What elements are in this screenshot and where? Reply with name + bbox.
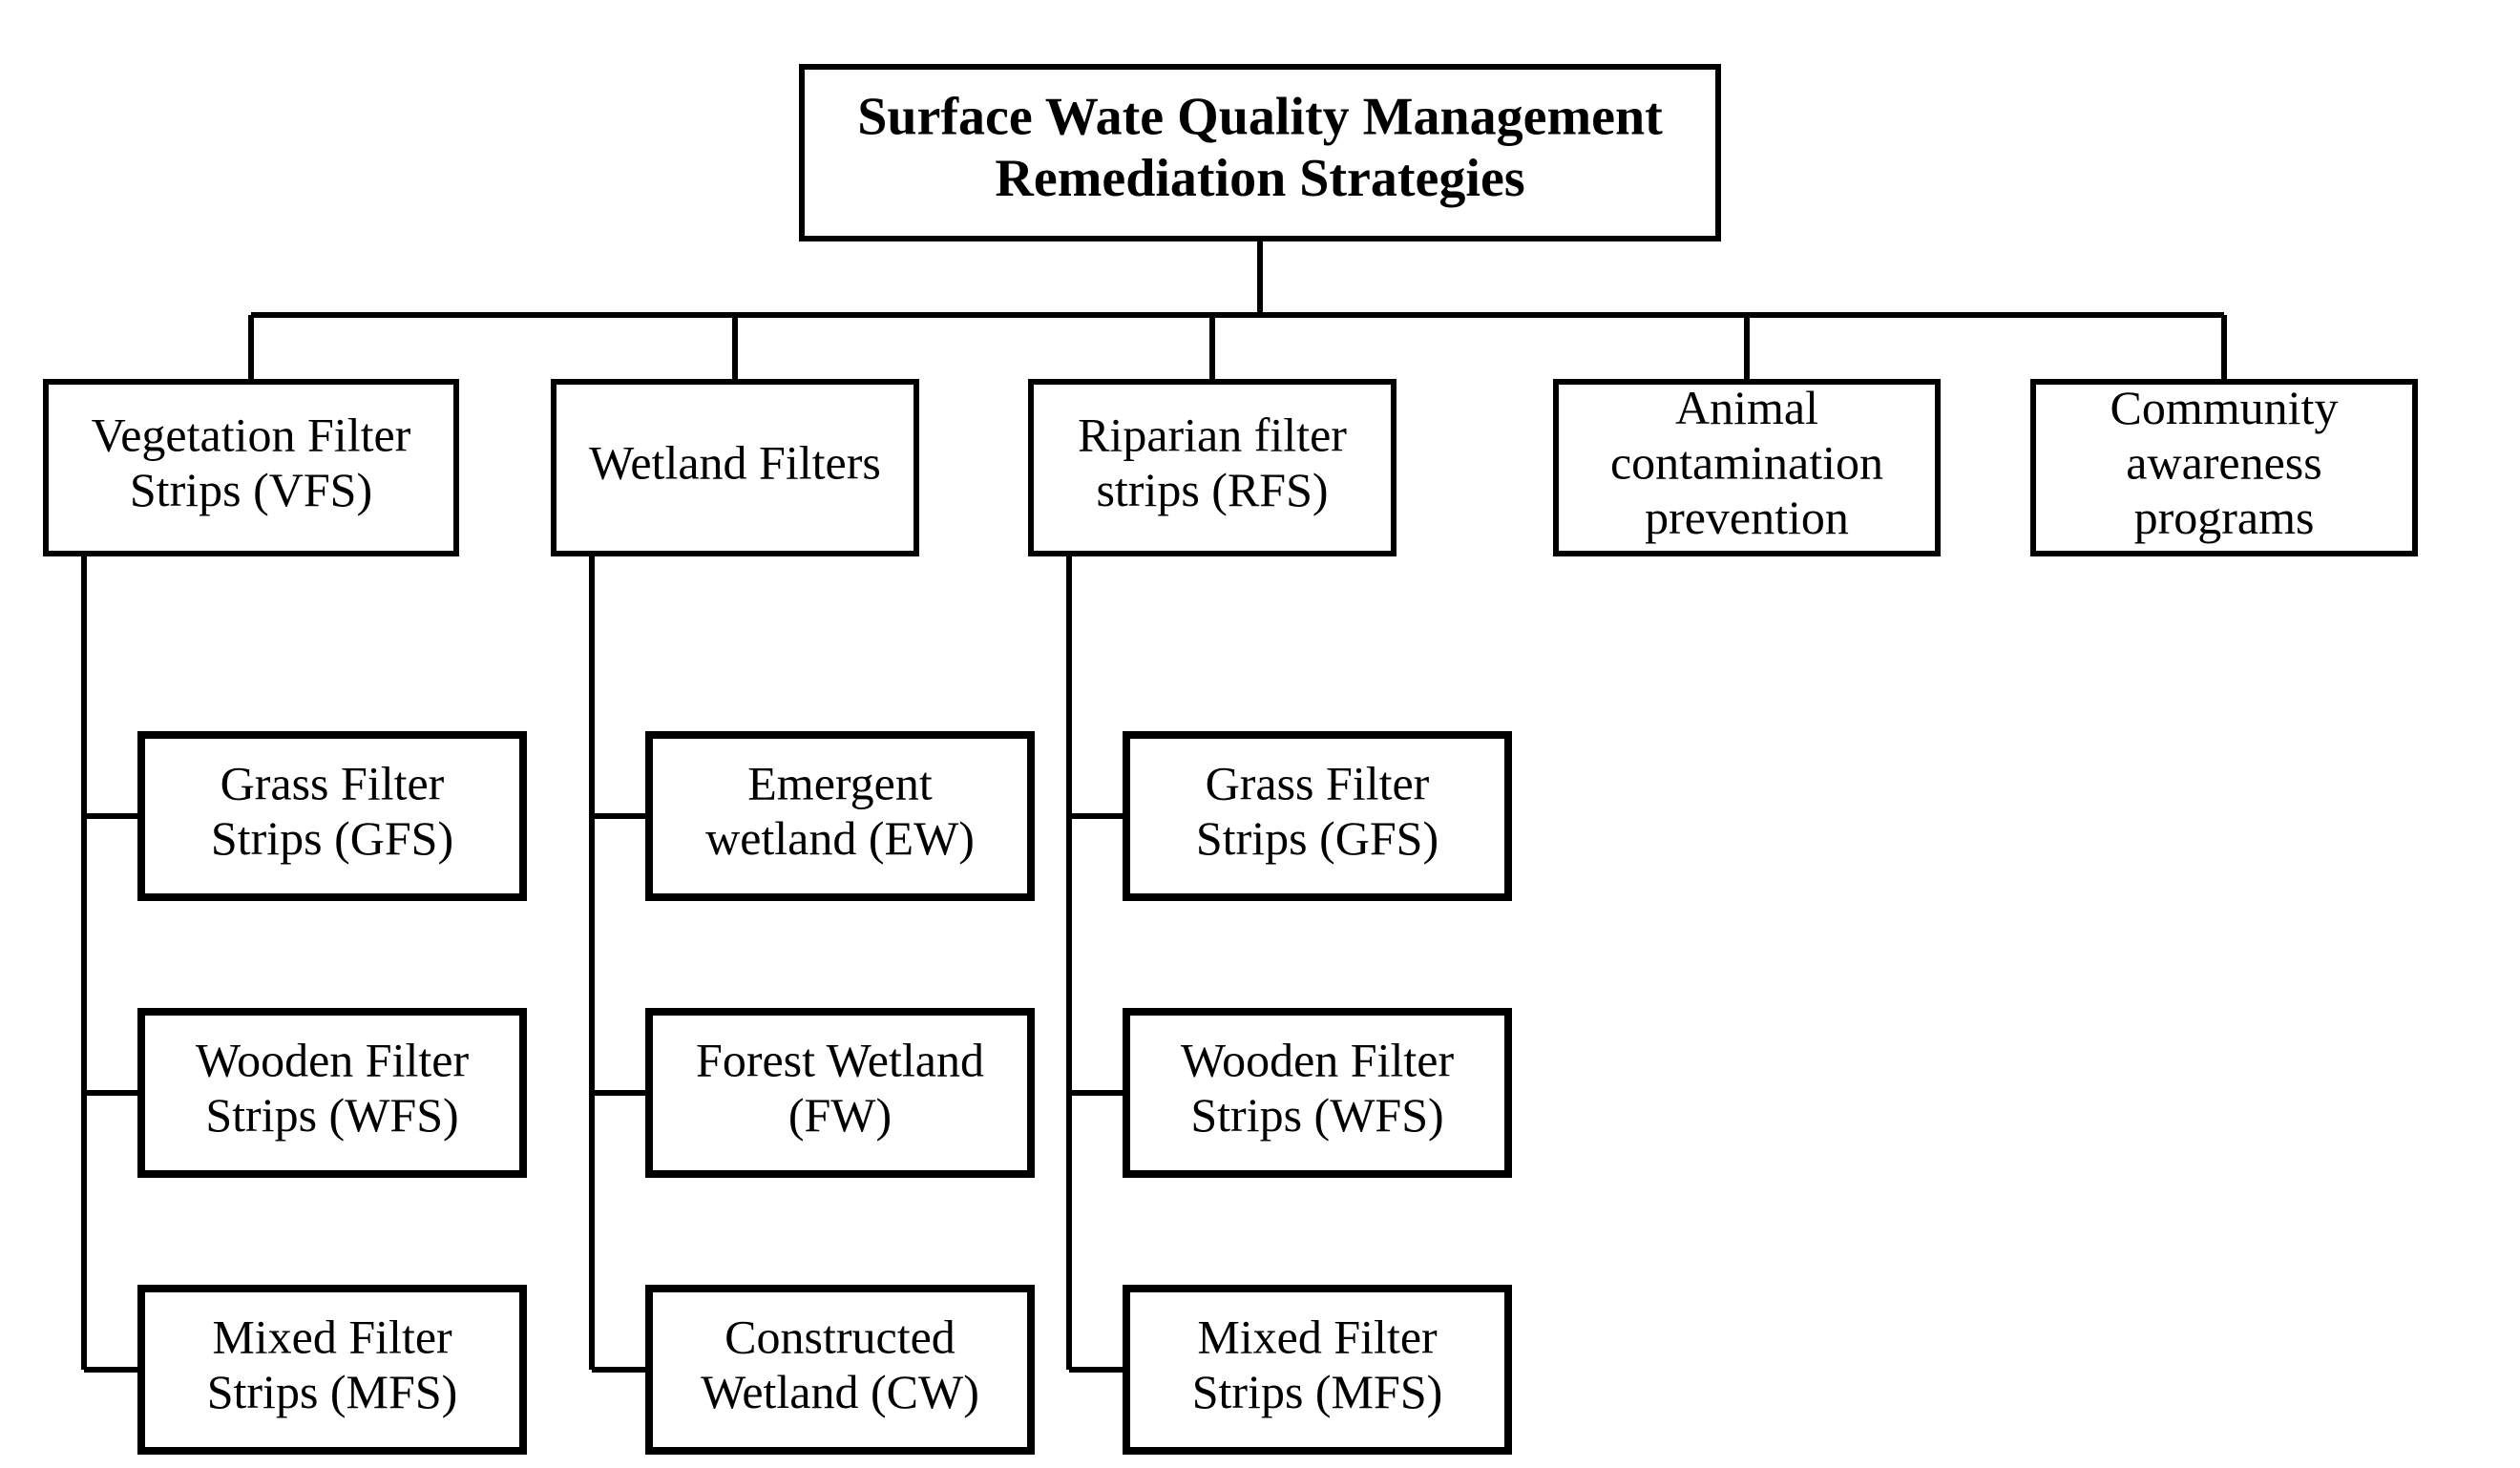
leaf-label-vfs-mfs-line-0: Mixed Filter — [212, 1311, 452, 1364]
category-label-vfs: Vegetation FilterStrips (VFS) — [92, 409, 411, 517]
leaf-label-wet-ew-line-1: wetland (EW) — [705, 811, 975, 865]
category-label-vfs-line-0: Vegetation Filter — [92, 409, 411, 462]
leaf-label-rfs-wfs-line-0: Wooden Filter — [1181, 1034, 1455, 1087]
leaf-label-wet-fw-line-0: Forest Wetland — [696, 1034, 984, 1087]
leaf-label-rfs-mfs-line-1: Strips (MFS) — [1192, 1365, 1443, 1418]
leaf-label-wet-cw: ConstructedWetland (CW) — [701, 1311, 979, 1419]
leaf-label-rfs-wfs-line-1: Strips (WFS) — [1190, 1088, 1443, 1142]
leaf-label-wet-ew-line-0: Emergent — [747, 757, 933, 810]
leaf-label-rfs-mfs: Mixed FilterStrips (MFS) — [1192, 1311, 1443, 1419]
leaf-label-rfs-gfs-line-0: Grass Filter — [1206, 757, 1430, 810]
leaf-label-vfs-mfs: Mixed FilterStrips (MFS) — [207, 1311, 458, 1419]
leaf-label-vfs-wfs: Wooden FilterStrips (WFS) — [196, 1034, 470, 1143]
category-label-rfs-line-1: strips (RFS) — [1096, 463, 1328, 516]
category-label-rfs: Riparian filterstrips (RFS) — [1078, 409, 1347, 517]
leaf-label-vfs-gfs: Grass FilterStrips (GFS) — [211, 757, 453, 866]
leaf-label-rfs-mfs-line-0: Mixed Filter — [1197, 1311, 1438, 1364]
leaf-label-vfs-mfs-line-1: Strips (MFS) — [207, 1365, 458, 1418]
category-label-ani-line-1: contamination — [1610, 435, 1883, 489]
category-label-wet: Wetland Filters — [589, 435, 881, 489]
category-label-ani-line-2: prevention — [1645, 491, 1849, 544]
category-label-com-line-1: awareness — [2126, 435, 2321, 489]
root-title-line-0: Surface Wate Quality Management — [857, 88, 1663, 147]
category-label-rfs-line-0: Riparian filter — [1078, 409, 1347, 462]
leaf-label-vfs-gfs-line-1: Strips (GFS) — [211, 811, 453, 865]
root-title-line-1: Remediation Strategies — [995, 149, 1524, 208]
leaf-label-rfs-gfs-line-1: Strips (GFS) — [1196, 811, 1438, 865]
category-label-vfs-line-1: Strips (VFS) — [130, 463, 372, 516]
org-chart-diagram: Surface Wate Quality ManagementRemediati… — [0, 0, 2520, 1468]
category-label-wet-line-0: Wetland Filters — [589, 435, 881, 489]
category-label-com-line-2: programs — [2134, 491, 2315, 544]
leaf-label-vfs-wfs-line-1: Strips (WFS) — [205, 1088, 458, 1142]
category-label-com: Communityawarenessprograms — [2110, 381, 2339, 544]
leaf-label-wet-cw-line-0: Constructed — [724, 1311, 956, 1364]
leaf-label-rfs-wfs: Wooden FilterStrips (WFS) — [1181, 1034, 1455, 1143]
leaf-label-vfs-gfs-line-0: Grass Filter — [220, 757, 445, 810]
leaf-label-wet-fw-line-1: (FW) — [788, 1088, 892, 1142]
leaf-label-rfs-gfs: Grass FilterStrips (GFS) — [1196, 757, 1438, 866]
leaf-label-vfs-wfs-line-0: Wooden Filter — [196, 1034, 470, 1087]
category-label-ani-line-0: Animal — [1675, 381, 1818, 434]
leaf-label-wet-cw-line-1: Wetland (CW) — [701, 1365, 979, 1418]
category-label-com-line-0: Community — [2110, 381, 2339, 434]
